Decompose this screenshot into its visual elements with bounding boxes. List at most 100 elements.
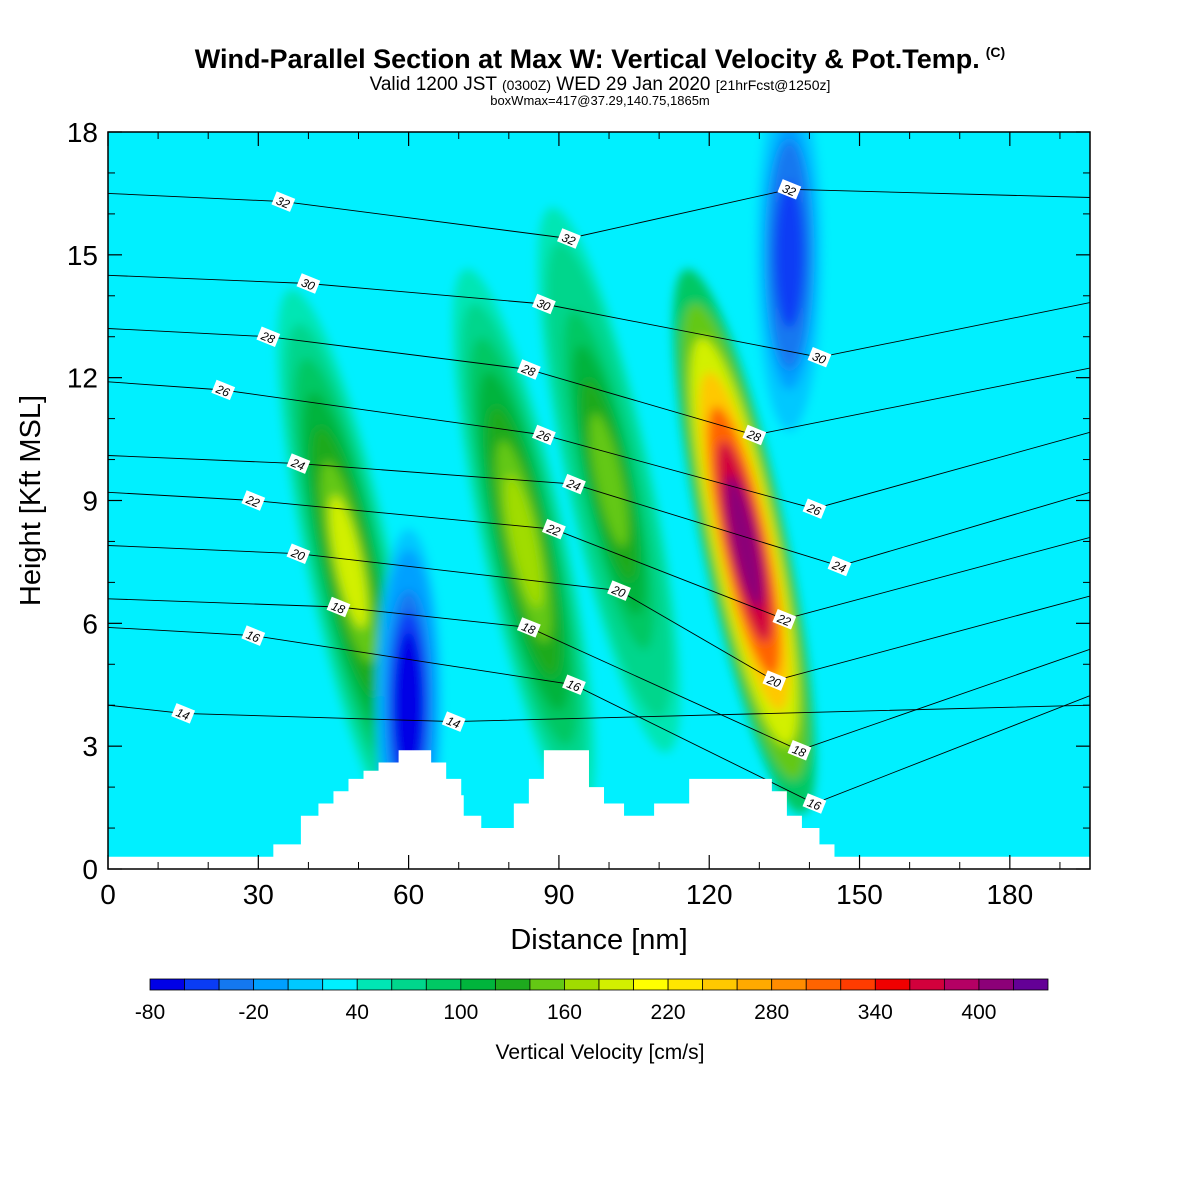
theta-label-text: 16 (565, 677, 583, 695)
colorbar-swatch (218, 978, 255, 991)
theta-label-22: 22 (542, 518, 566, 540)
terrain-mask (108, 750, 1090, 869)
colorbar-tick-label: 160 (547, 1001, 582, 1024)
colorbar-swatch (978, 978, 1014, 991)
theta-label-text: 20 (609, 582, 628, 600)
theta-label-14: 14 (441, 711, 466, 732)
colorbar-tick-label: 400 (961, 1001, 996, 1024)
theta-label-text: 20 (288, 545, 307, 563)
velocity-blob-4-level-6 (397, 651, 420, 759)
theta-label-text: 16 (244, 628, 262, 646)
theta-label-text: 30 (810, 349, 828, 367)
colorbar-swatch (702, 978, 738, 991)
colorbar-tick-label: 220 (651, 1001, 686, 1024)
theta-label-text: 24 (564, 476, 583, 494)
theta-label-16: 16 (241, 625, 266, 646)
x-axis-label: Distance [nm] (510, 924, 687, 956)
colorbar-swatch (771, 978, 807, 991)
theta-label-24: 24 (562, 473, 586, 495)
velocity-blob-3-level-6 (725, 475, 763, 608)
theta-label-text: 26 (534, 427, 553, 445)
theta-label-30: 30 (531, 293, 556, 315)
y-tick-label: 6 (82, 608, 98, 639)
theta-label-text: 32 (274, 194, 292, 212)
theta-label-text: 30 (299, 275, 317, 293)
theta-label-box (777, 179, 802, 200)
colorbar: -80 -20 40 100 160 220 280 340 400 Vertical Veloc… (135, 978, 1049, 1064)
theta-label-20: 20 (286, 543, 311, 564)
colorbar-swatch (391, 978, 427, 991)
y-tick-label: 12 (67, 363, 98, 394)
theta-label-text: 22 (544, 521, 563, 539)
theta-label-box (286, 543, 311, 564)
y-tick-label: 15 (67, 240, 98, 271)
theta-label-box (562, 674, 586, 695)
colorbar-swatch (287, 978, 324, 991)
colorbar-tick-label: 340 (858, 1001, 893, 1024)
theta-label-28: 28 (256, 326, 281, 347)
box-info-line: boxWmax=417@37.29,140.75,1865m (490, 93, 710, 108)
valid-date: WED 29 Jan 2020 (556, 74, 711, 95)
theta-label-text: 20 (764, 672, 783, 690)
theta-label-box (742, 424, 767, 446)
theta-contour-labels: 14 14 16 16 16 18 18 18 20 20 20 22 22 22 24 24 24 26 26 26… (171, 179, 852, 814)
theta-label-text: 28 (258, 328, 277, 346)
theta-label-text: 22 (774, 611, 793, 629)
theta-label-box (772, 609, 797, 630)
x-tick-label: 30 (243, 879, 274, 910)
colorbar-swatch (529, 978, 565, 991)
theta-label-box (241, 490, 266, 511)
theta-label-box (171, 703, 196, 724)
valid-zulu: (0300Z) (501, 77, 552, 93)
theta-label-16: 16 (562, 674, 586, 695)
theta-label-28: 28 (742, 424, 767, 446)
velocity-blob-1-level-6 (505, 475, 543, 608)
theta-label-text: 18 (329, 599, 347, 617)
y-tick-label: 3 (82, 731, 98, 762)
theta-label-text: 18 (520, 619, 538, 637)
chart-title: Wind-Parallel Section at Max W: Vertical… (0, 44, 1200, 75)
theta-label-text: 16 (805, 795, 823, 813)
colorbar-swatch (909, 978, 945, 991)
theta-label-text: 14 (445, 714, 463, 732)
x-tick-label: 60 (393, 879, 424, 910)
colorbar-swatch (840, 978, 876, 991)
colorbar-swatch (356, 978, 393, 991)
colorbar-swatch (667, 978, 704, 991)
theta-label-32: 32 (271, 191, 296, 212)
x-tick-label: 90 (543, 879, 574, 910)
theta-label-text: 24 (288, 455, 307, 473)
theta-label-text: 22 (243, 492, 262, 510)
theta-contour-14 (108, 704, 1090, 723)
theta-label-box (807, 346, 832, 368)
chart-axes: 0 30 60 90 120 150 180 0 3 6 9 12 15 18 Distance [nm] H… (15, 117, 1090, 956)
theta-label-30: 30 (807, 346, 832, 368)
theta-label-text: 32 (560, 230, 578, 248)
colorbar-swatch (425, 978, 462, 991)
theta-label-box (827, 555, 852, 577)
colorbar-swatch (633, 978, 669, 991)
theta-label-24: 24 (286, 453, 311, 474)
theta-label-box (531, 293, 556, 315)
theta-label-box (802, 793, 827, 814)
theta-label-18: 18 (516, 617, 541, 638)
theta-label-26: 26 (802, 498, 827, 519)
x-tick-label: 120 (686, 879, 733, 910)
colorbar-swatch (1013, 978, 1049, 991)
theta-label-box (762, 670, 787, 691)
theta-label-text: 32 (780, 181, 798, 199)
velocity-blob-0-level-6 (329, 495, 368, 629)
theta-label-box (516, 359, 541, 380)
theta-label-22: 22 (772, 609, 797, 630)
colorbar-tick-label: 100 (443, 1001, 478, 1024)
theta-label-box (787, 740, 812, 761)
theta-label-box (557, 228, 581, 249)
colorbar-swatch (874, 978, 911, 991)
y-tick-label: 9 (82, 486, 98, 517)
colorbar-tick-label: 40 (346, 1001, 369, 1024)
theta-label-box (296, 273, 321, 294)
theta-label-text: 26 (804, 500, 823, 518)
theta-label-text: 14 (174, 705, 192, 723)
copyright-mark: (C) (985, 44, 1006, 60)
theta-label-28: 28 (516, 359, 541, 380)
